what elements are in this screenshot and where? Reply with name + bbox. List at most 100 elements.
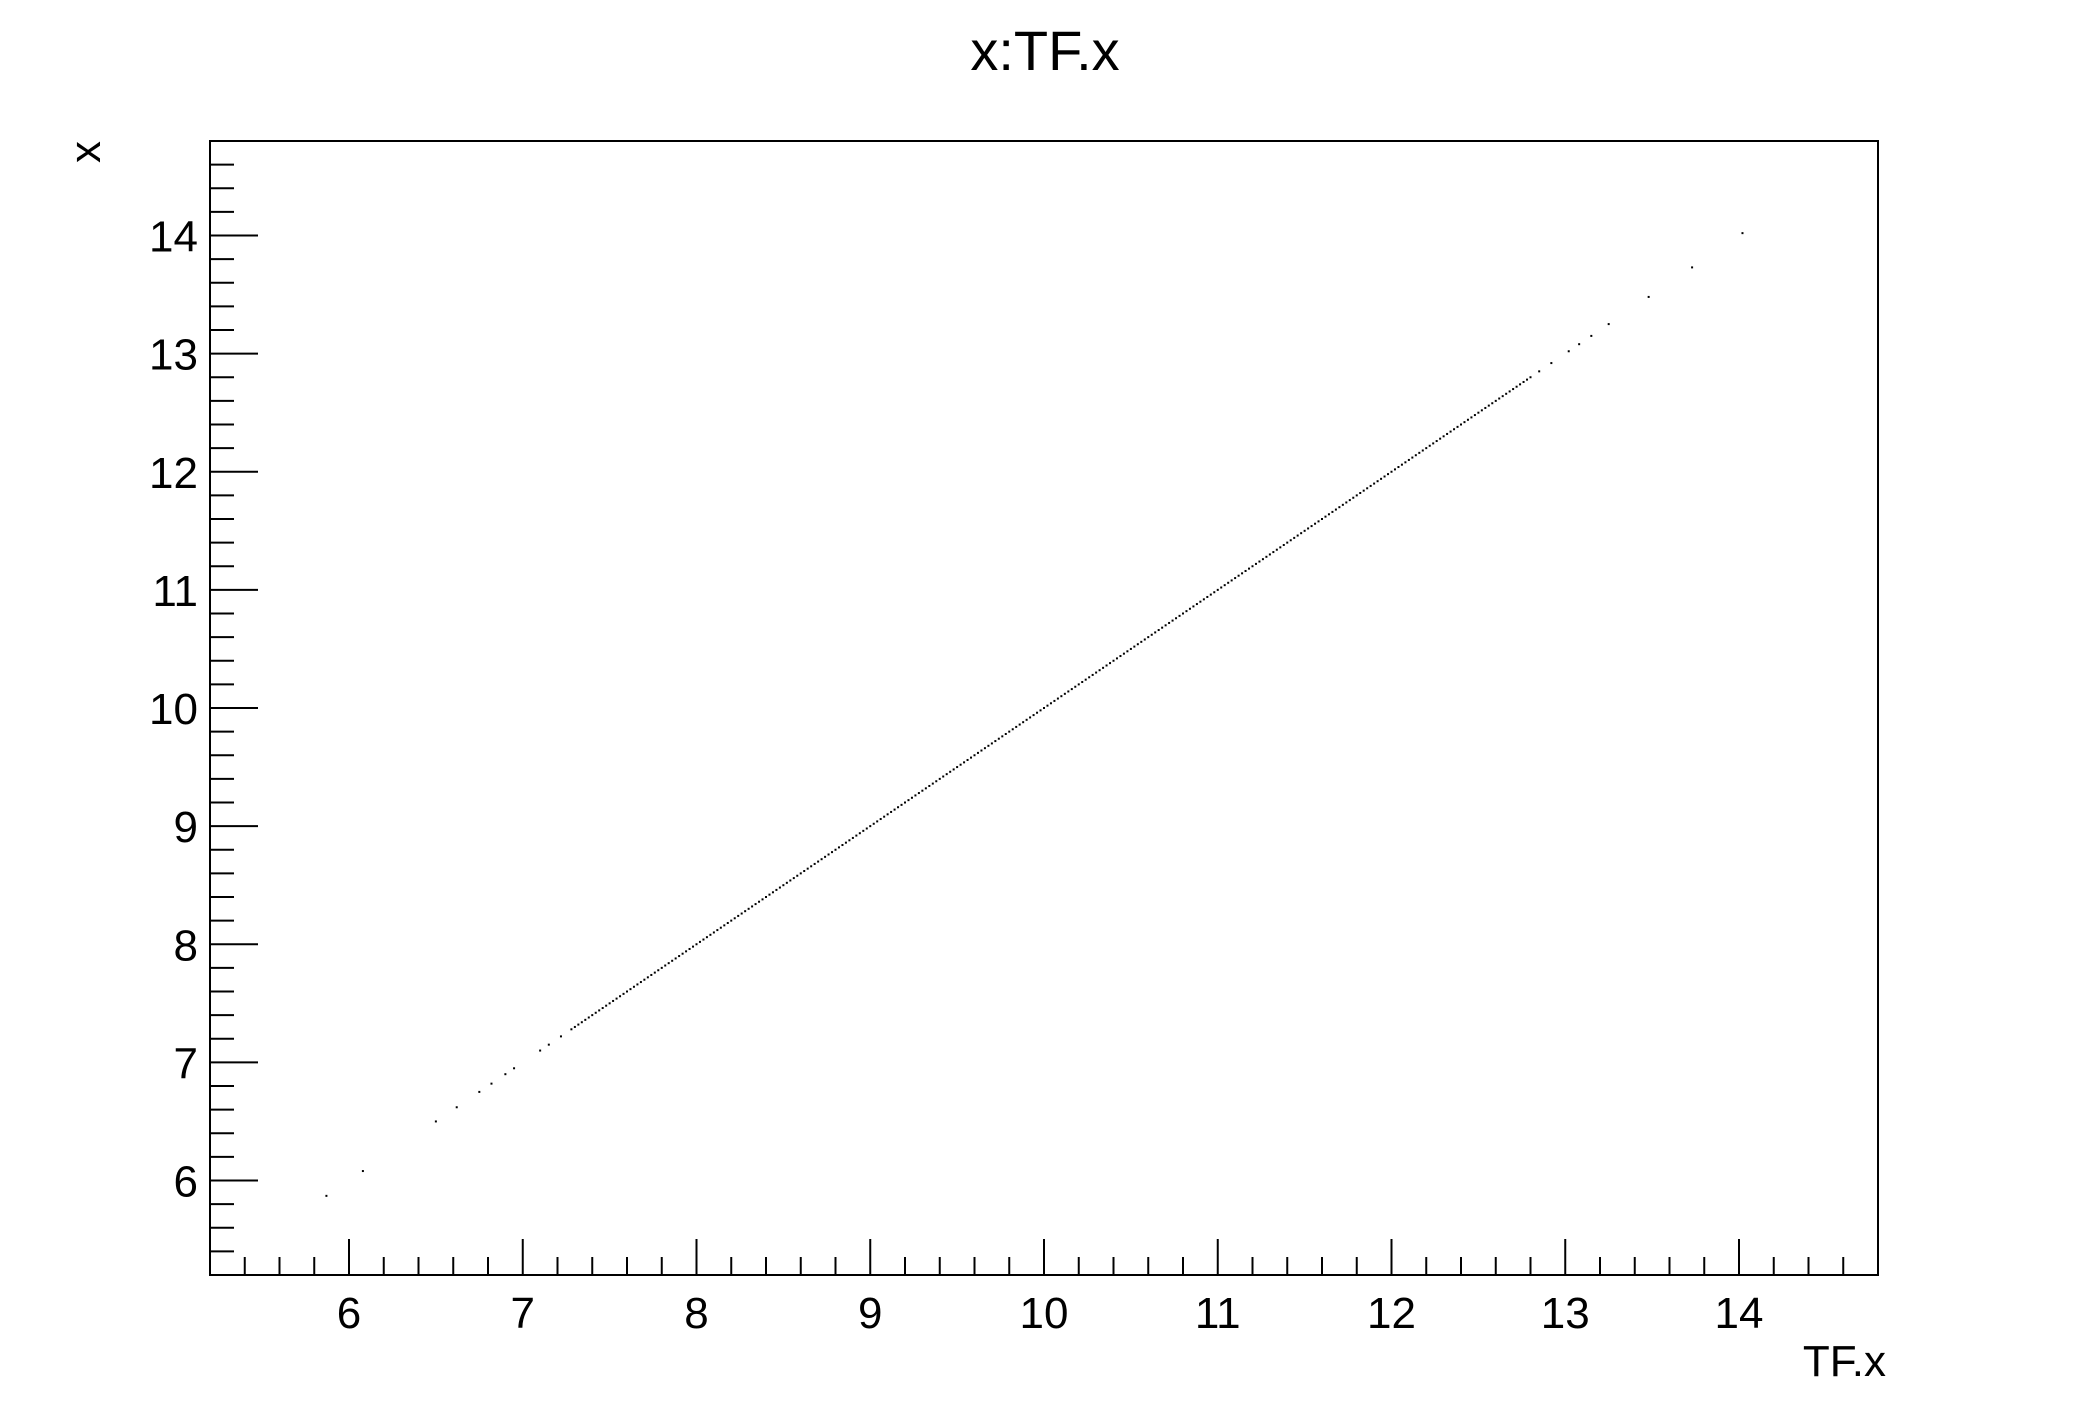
data-point bbox=[924, 787, 927, 790]
data-point bbox=[910, 796, 913, 799]
data-point bbox=[1393, 468, 1396, 471]
data-point bbox=[1227, 581, 1230, 584]
data-point bbox=[660, 966, 663, 969]
data-point bbox=[1491, 402, 1494, 405]
data-point bbox=[1314, 522, 1317, 525]
data-point bbox=[872, 822, 875, 825]
y-axis: 6 7 8 9 10 11 12 13 14 bbox=[149, 140, 258, 1276]
data-point bbox=[980, 749, 983, 752]
data-point bbox=[1366, 487, 1369, 490]
data-point bbox=[1449, 430, 1452, 433]
data-point bbox=[580, 1021, 583, 1024]
data-point bbox=[615, 997, 618, 1000]
data-point bbox=[685, 950, 688, 953]
data-point bbox=[626, 990, 628, 993]
data-point bbox=[1362, 489, 1365, 492]
data-point bbox=[678, 955, 681, 958]
data-point bbox=[1473, 414, 1476, 417]
x-tick-label: 8 bbox=[684, 1289, 708, 1338]
data-point bbox=[629, 988, 632, 991]
data-point bbox=[949, 770, 952, 773]
data-point bbox=[865, 827, 868, 830]
data-point bbox=[1029, 716, 1032, 719]
data-point bbox=[785, 881, 788, 884]
x-tick-label: 11 bbox=[1195, 1289, 1241, 1338]
data-point bbox=[478, 1090, 481, 1093]
data-point bbox=[1091, 673, 1094, 676]
data-point bbox=[1484, 406, 1487, 409]
data-point bbox=[1254, 562, 1257, 565]
data-point bbox=[956, 766, 959, 769]
data-point bbox=[1140, 640, 1143, 643]
data-point bbox=[1428, 444, 1431, 447]
data-point bbox=[1192, 605, 1195, 608]
data-point bbox=[1223, 584, 1226, 587]
data-point bbox=[490, 1082, 493, 1085]
data-point bbox=[973, 754, 976, 757]
data-point bbox=[803, 870, 806, 873]
data-point bbox=[1164, 624, 1167, 627]
x-tick-label: 12 bbox=[1367, 1289, 1416, 1338]
data-point bbox=[539, 1049, 542, 1052]
data-point bbox=[817, 860, 820, 863]
data-point bbox=[1501, 395, 1504, 398]
data-point bbox=[1352, 496, 1355, 499]
data-point bbox=[1049, 702, 1052, 705]
data-point bbox=[1376, 480, 1379, 483]
data-point bbox=[455, 1106, 458, 1109]
data-point bbox=[1018, 723, 1021, 726]
data-point bbox=[513, 1067, 516, 1070]
data-point bbox=[886, 813, 889, 816]
data-points bbox=[325, 232, 1744, 1197]
data-point bbox=[848, 839, 851, 842]
data-point bbox=[1404, 461, 1407, 464]
x-tick-label: 7 bbox=[511, 1289, 535, 1338]
data-point bbox=[1084, 678, 1087, 681]
data-point bbox=[1550, 362, 1553, 365]
data-point bbox=[858, 832, 861, 835]
data-point bbox=[671, 959, 674, 962]
data-point bbox=[751, 905, 754, 908]
data-point bbox=[765, 896, 767, 898]
data-point bbox=[945, 773, 948, 776]
data-point bbox=[619, 995, 622, 998]
data-point bbox=[1241, 572, 1244, 575]
data-point bbox=[1126, 650, 1129, 653]
data-point bbox=[851, 836, 854, 839]
data-point bbox=[709, 933, 712, 936]
data-point bbox=[824, 855, 827, 858]
data-point bbox=[674, 957, 677, 960]
x-tick-label: 6 bbox=[337, 1289, 361, 1338]
data-point bbox=[1188, 607, 1191, 610]
data-point bbox=[1001, 735, 1004, 738]
data-point bbox=[994, 740, 997, 743]
data-point bbox=[1182, 612, 1184, 615]
data-point bbox=[1466, 418, 1469, 421]
data-point bbox=[810, 865, 813, 868]
data-point bbox=[547, 1043, 550, 1046]
data-point bbox=[1512, 388, 1515, 391]
data-point bbox=[1741, 232, 1744, 235]
data-point bbox=[862, 829, 865, 832]
data-point bbox=[1439, 437, 1442, 440]
data-point bbox=[904, 801, 906, 804]
data-point bbox=[796, 874, 799, 877]
data-point bbox=[1070, 688, 1073, 691]
data-point bbox=[1157, 629, 1160, 632]
data-point bbox=[1067, 690, 1070, 693]
data-point bbox=[1036, 711, 1039, 714]
data-point bbox=[1578, 343, 1581, 346]
data-point bbox=[584, 1018, 587, 1021]
data-point bbox=[1590, 334, 1593, 337]
data-point bbox=[716, 929, 719, 932]
data-point bbox=[754, 903, 757, 906]
data-point bbox=[1115, 657, 1118, 660]
data-point bbox=[1477, 411, 1480, 414]
data-point bbox=[1373, 482, 1376, 485]
data-point bbox=[1171, 619, 1174, 622]
data-point bbox=[744, 910, 747, 913]
data-point bbox=[667, 962, 670, 965]
y-tick-label: 14 bbox=[149, 213, 198, 262]
chart-title: x:TF.x bbox=[970, 19, 1119, 82]
